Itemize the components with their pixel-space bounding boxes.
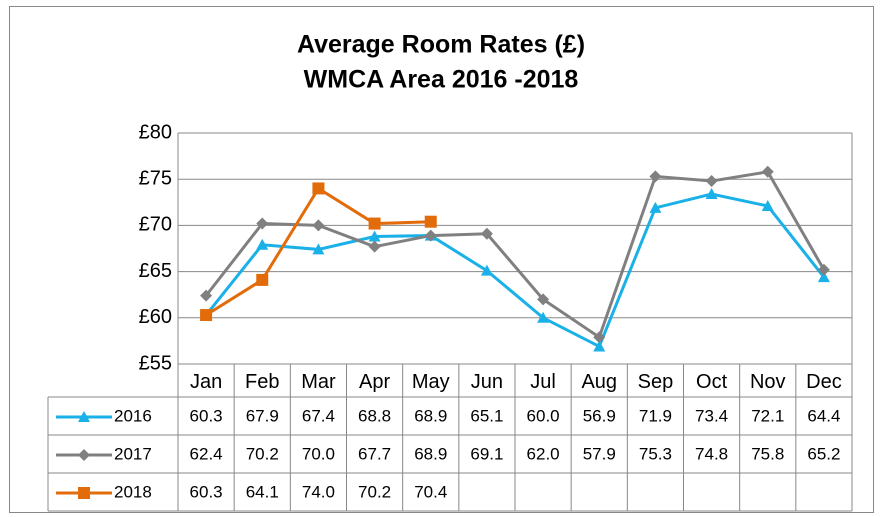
table-value: 74.0 <box>302 482 335 501</box>
y-tick-label: £60 <box>139 306 172 328</box>
x-tick-label: Jul <box>530 371 556 393</box>
x-tick-label: Jan <box>190 371 222 393</box>
y-tick-label: £55 <box>139 352 172 374</box>
table-value: 56.9 <box>583 406 616 425</box>
marker <box>705 175 718 188</box>
chart-title: Average Room Rates (£) <box>297 31 585 59</box>
legend-marker <box>78 487 90 499</box>
x-tick-label: Feb <box>245 371 279 393</box>
table-value: 65.2 <box>807 444 840 463</box>
table-value: 75.8 <box>751 444 784 463</box>
table-value: 70.4 <box>414 482 447 501</box>
x-tick-label: Oct <box>696 371 728 393</box>
legend-label: 2016 <box>114 406 152 425</box>
marker <box>256 217 269 230</box>
marker <box>256 238 269 250</box>
marker <box>761 165 774 178</box>
table-value: 57.9 <box>583 444 616 463</box>
marker <box>817 271 830 283</box>
table-value: 75.3 <box>639 444 672 463</box>
legend-label: 2017 <box>114 444 152 463</box>
table-value: 64.4 <box>807 406 840 425</box>
legend-label: 2018 <box>114 482 152 501</box>
table-value: 73.4 <box>695 406 728 425</box>
marker <box>705 187 718 199</box>
x-tick-label: Aug <box>581 371 617 393</box>
marker <box>649 170 662 183</box>
marker <box>200 289 213 302</box>
table-value: 60.0 <box>527 406 560 425</box>
marker <box>368 230 381 242</box>
marker <box>424 215 437 228</box>
marker <box>593 331 606 344</box>
marker <box>817 263 830 276</box>
table-value: 69.1 <box>470 444 503 463</box>
table-value: 70.2 <box>358 482 391 501</box>
table-value: 74.8 <box>695 444 728 463</box>
table-value: 67.9 <box>246 406 279 425</box>
table-value: 68.9 <box>414 444 447 463</box>
table-value: 71.9 <box>639 406 672 425</box>
x-tick-label: Sep <box>638 371 674 393</box>
marker <box>200 309 213 322</box>
y-tick-label: £65 <box>139 260 172 282</box>
marker <box>256 273 269 286</box>
table-value: 65.1 <box>470 406 503 425</box>
table-value: 60.3 <box>190 482 223 501</box>
line <box>204 192 826 349</box>
legend-marker <box>78 411 90 422</box>
legend-marker <box>78 449 90 461</box>
chart-title: WMCA Area 2016 -2018 <box>304 66 579 94</box>
marker <box>480 264 493 276</box>
marker <box>312 182 325 195</box>
table-value: 60.3 <box>190 406 223 425</box>
y-tick-label: £75 <box>139 167 172 189</box>
marker <box>537 293 550 306</box>
x-tick-label: Jun <box>471 371 503 393</box>
x-tick-label: Nov <box>750 371 786 393</box>
marker <box>368 217 381 230</box>
line <box>204 170 826 340</box>
x-tick-label: Mar <box>301 371 336 393</box>
y-tick-label: £80 <box>139 121 172 143</box>
x-tick-label: Dec <box>806 371 842 393</box>
marker <box>424 229 437 242</box>
marker <box>593 340 606 352</box>
table-value: 67.4 <box>302 406 335 425</box>
marker <box>368 240 381 253</box>
marker <box>312 243 325 255</box>
x-tick-label: Apr <box>359 371 390 393</box>
table-value: 67.7 <box>358 444 391 463</box>
table-value: 68.8 <box>358 406 391 425</box>
chart-border <box>9 6 874 513</box>
table-value: 64.1 <box>246 482 279 501</box>
marker <box>480 227 493 240</box>
marker <box>537 311 550 323</box>
table-value: 62.0 <box>527 444 560 463</box>
table-value: 68.9 <box>414 406 447 425</box>
table-value: 62.4 <box>190 444 223 463</box>
marker <box>761 199 774 211</box>
table-value: 70.2 <box>246 444 279 463</box>
table-value: 72.1 <box>751 406 784 425</box>
table-value: 70.0 <box>302 444 335 463</box>
y-tick-label: £70 <box>139 214 172 236</box>
marker <box>312 219 325 232</box>
x-tick-label: May <box>412 371 450 393</box>
marker <box>649 201 662 213</box>
